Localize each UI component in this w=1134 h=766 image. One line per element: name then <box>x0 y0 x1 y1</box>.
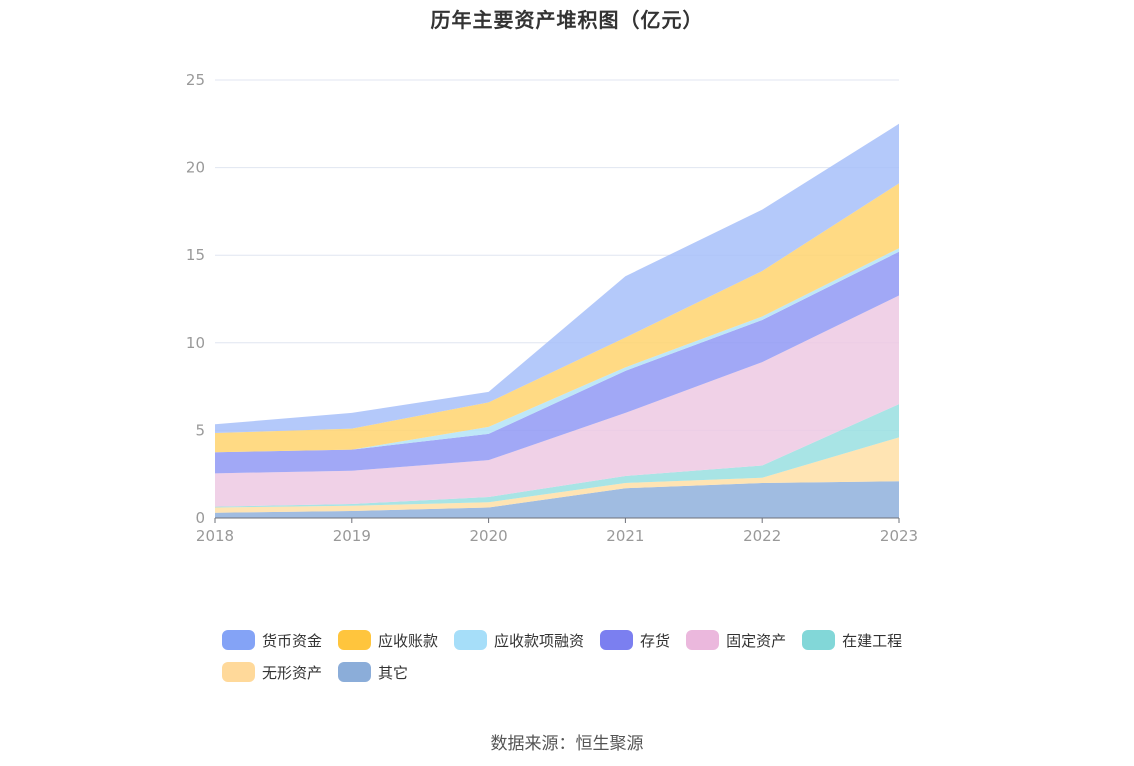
legend: 货币资金 应收账款 应收款项融资 存货 固定资产 在建工程无形资产 其它 <box>222 630 942 682</box>
data-source: 数据来源：恒生聚源 <box>490 734 644 754</box>
legend-label: 货币资金 <box>262 631 323 650</box>
legend-swatch <box>686 630 720 650</box>
x-tick-label: 2019 <box>333 527 371 545</box>
area-series-1[interactable] <box>215 437 899 513</box>
area-series[interactable] <box>215 123 899 518</box>
legend-label: 应收账款 <box>378 631 439 650</box>
legend-item[interactable]: 在建工程 <box>802 630 902 650</box>
legend-label: 存货 <box>640 631 671 650</box>
axes: 0 5 10 15 20 25 2018 2019 2020 2021 2022 2023 <box>186 71 918 545</box>
legend-swatch <box>802 630 836 650</box>
legend-swatch <box>454 630 488 650</box>
legend-item[interactable]: 应收账款 <box>338 630 438 650</box>
area-series-0[interactable] <box>215 481 899 518</box>
legend-label: 无形资产 <box>262 663 323 682</box>
y-tick-label: 25 <box>186 71 205 89</box>
legend-item[interactable]: 其它 <box>338 662 408 682</box>
x-tick-label: 2018 <box>196 527 234 545</box>
x-tick-label: 2022 <box>743 527 781 545</box>
area-series-2[interactable] <box>215 404 899 508</box>
legend-label: 固定资产 <box>726 631 787 650</box>
x-tick-label: 2020 <box>470 527 508 545</box>
legend-item[interactable]: 应收款项融资 <box>454 630 584 650</box>
area-series-3[interactable] <box>215 295 899 507</box>
area-series-4[interactable] <box>215 251 899 474</box>
y-tick-label: 20 <box>186 159 205 177</box>
legend-swatch <box>338 662 372 682</box>
legend-item[interactable]: 货币资金 <box>222 630 322 650</box>
legend-swatch <box>222 662 255 682</box>
y-tick-label: 0 <box>195 509 205 527</box>
legend-label: 其它 <box>378 663 409 682</box>
y-tick-label: 10 <box>186 334 205 352</box>
x-tick-label: 2021 <box>606 527 644 545</box>
x-tick-label: 2023 <box>880 527 918 545</box>
legend-swatch <box>338 630 372 650</box>
legend-label: 在建工程 <box>842 631 903 650</box>
y-tick-label: 15 <box>186 246 205 264</box>
chart-title: 历年主要资产堆积图（亿元） <box>430 8 704 32</box>
legend-swatch <box>222 630 255 650</box>
stacked-area-chart: 0 5 10 15 20 25 2018 2019 2020 2021 2022 2023 <box>186 71 918 545</box>
legend-label: 应收款项融资 <box>494 631 585 650</box>
legend-item[interactable]: 存货 <box>600 630 670 650</box>
legend-item[interactable]: 无形资产 <box>222 662 322 682</box>
y-tick-label: 5 <box>195 421 205 439</box>
legend-swatch <box>600 630 634 650</box>
legend-item[interactable]: 固定资产 <box>686 630 786 650</box>
